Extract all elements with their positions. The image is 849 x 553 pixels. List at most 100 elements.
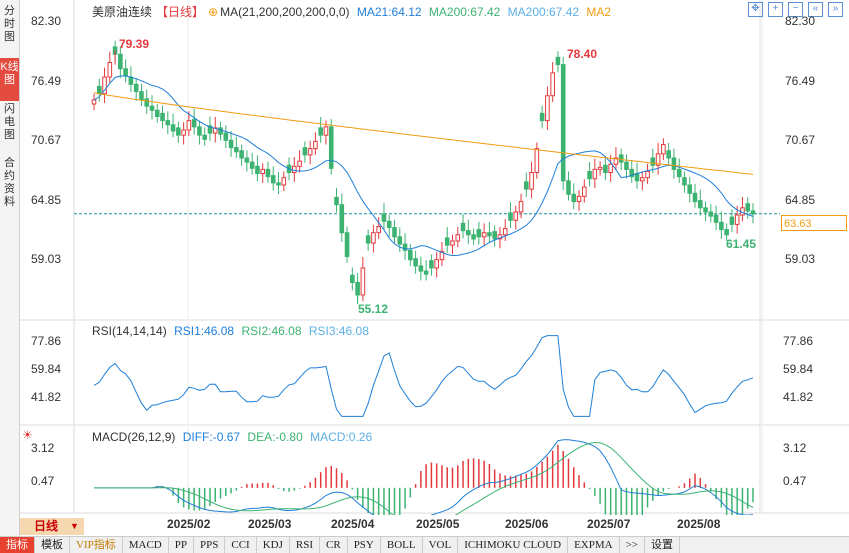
zoom-out-icon[interactable]: − (788, 2, 803, 17)
candle-body (265, 168, 271, 178)
period-button[interactable]: 日线 (20, 518, 84, 535)
candle-body (249, 161, 255, 169)
candle-body (144, 98, 150, 107)
candle-body (618, 154, 624, 163)
tab-kline[interactable]: K线图 (0, 58, 19, 101)
candle-body (466, 230, 471, 236)
candle-body (703, 207, 708, 213)
macd-axis-right-2: 0.47 (783, 474, 807, 488)
tab-contract-info[interactable]: 合约资料 (4, 157, 15, 208)
right-axis-76: 76.49 (785, 74, 816, 88)
rsi2-value: RSI2:46.08 (241, 324, 302, 338)
rsi-axis-left-3: 41.82 (31, 390, 62, 404)
tab-cci[interactable]: CCI (225, 537, 257, 553)
rsi-line (93, 335, 754, 417)
dropdown-caret-icon[interactable]: ▼ (70, 521, 79, 531)
candle-body (260, 168, 266, 175)
candle-body (165, 120, 171, 126)
more-tabs-button[interactable]: >> (620, 537, 646, 553)
candle-body (729, 216, 735, 225)
candle-body (608, 163, 613, 174)
kline-chart[interactable] (20, 0, 849, 515)
tab-templates[interactable]: 模板 (35, 537, 70, 553)
scroll-right-icon[interactable]: » (828, 2, 843, 17)
candle-body (676, 168, 682, 178)
scroll-left-icon[interactable]: « (808, 2, 823, 17)
ma21-value: MA21:64.12 (356, 5, 422, 19)
candle-body (133, 83, 139, 93)
tab-timeshare[interactable]: 分时图 (4, 5, 15, 43)
candle-body (708, 211, 714, 217)
sidebar: 分时图 K线图 闪电图 合约资料 (0, 0, 20, 540)
candle-body (176, 127, 181, 136)
macd-name: MACD(26,12,9) (92, 430, 176, 444)
diff-line (94, 439, 754, 515)
candle-body (365, 235, 371, 244)
candle-body (96, 85, 102, 95)
low-annotation-2: 61.45 (726, 237, 757, 251)
rsi-axis-left-2: 59.84 (31, 362, 62, 376)
fullscreen-icon[interactable]: ✥ (748, 2, 763, 17)
candle-body (402, 243, 408, 251)
candle-body (423, 270, 429, 275)
tab-kdj[interactable]: KDJ (257, 537, 290, 553)
right-axis-70: 70.67 (785, 133, 816, 147)
macd-value: MACD:0.26 (310, 430, 373, 444)
candle-body (371, 232, 376, 244)
ma200b-value: MA200:67.42 (507, 5, 580, 19)
tab-flash[interactable]: 闪电图 (4, 103, 15, 141)
candle-body (128, 76, 134, 85)
candle-body (186, 120, 192, 131)
candle-body (661, 144, 666, 155)
candle-body (645, 170, 650, 179)
candle-body (234, 147, 239, 153)
tab-psy[interactable]: PSY (348, 537, 381, 553)
candle-body (276, 182, 281, 186)
tab-indicators[interactable]: 指标 (0, 537, 35, 553)
candle-body (160, 112, 165, 122)
tab-expma[interactable]: EXPMA (568, 537, 620, 553)
rsi-legend: RSI(14,14,14) RSI1:46.08 RSI2:46.08 RSI3… (92, 324, 373, 338)
tab-vol[interactable]: VOL (423, 537, 459, 553)
candle-body (334, 196, 339, 206)
candle-body (297, 160, 302, 167)
tab-ichimoku[interactable]: ICHIMOKU CLOUD (458, 537, 569, 553)
left-axis-64: 64.85 (31, 193, 62, 207)
tab-cr[interactable]: CR (320, 537, 348, 553)
macd-axis-left-2: 0.47 (31, 474, 55, 488)
settings-button[interactable]: 设置 (645, 537, 681, 553)
candle-body (381, 213, 387, 222)
settings-icon[interactable]: ⊕ (208, 5, 219, 19)
candle-body (429, 260, 434, 269)
candle-body (529, 172, 534, 190)
zoom-in-icon[interactable]: + (768, 2, 783, 17)
candle-body (444, 237, 450, 246)
date-label-aug: 2025/08 (677, 517, 721, 531)
candle-body (534, 148, 540, 174)
candle-body (713, 214, 719, 223)
candle-body (487, 232, 492, 237)
indicator-bar: 指标 模板 VIP指标 MACD PP PPS CCI KDJ RSI CR P… (0, 536, 849, 553)
dea-line (94, 441, 754, 515)
candle-body (655, 153, 661, 166)
tab-rsi[interactable]: RSI (290, 537, 320, 553)
candle-body (502, 228, 508, 236)
tab-macd[interactable]: MACD (123, 537, 169, 553)
candle-body (413, 258, 418, 267)
tab-vip-indicators[interactable]: VIP指标 (70, 537, 123, 553)
tab-pp[interactable]: PP (169, 537, 194, 553)
candle-body (318, 127, 323, 136)
candle-body (471, 234, 476, 240)
date-label-mar: 2025/03 (248, 517, 292, 531)
tab-boll[interactable]: BOLL (381, 537, 423, 553)
candle-body (682, 177, 687, 186)
candle-body (719, 221, 724, 231)
rsi-axis-right-2: 59.84 (783, 362, 814, 376)
main-legend: 美原油连续 【日线】 ⊕ MA(21,200,200,200,0,0) MA21:64… (92, 3, 615, 20)
candle-body (571, 193, 577, 203)
candle-body (508, 212, 513, 221)
candle-body (244, 157, 250, 163)
candle-body (139, 91, 144, 101)
sun-icon[interactable]: ☀ (22, 428, 33, 442)
tab-pps[interactable]: PPS (194, 537, 226, 553)
